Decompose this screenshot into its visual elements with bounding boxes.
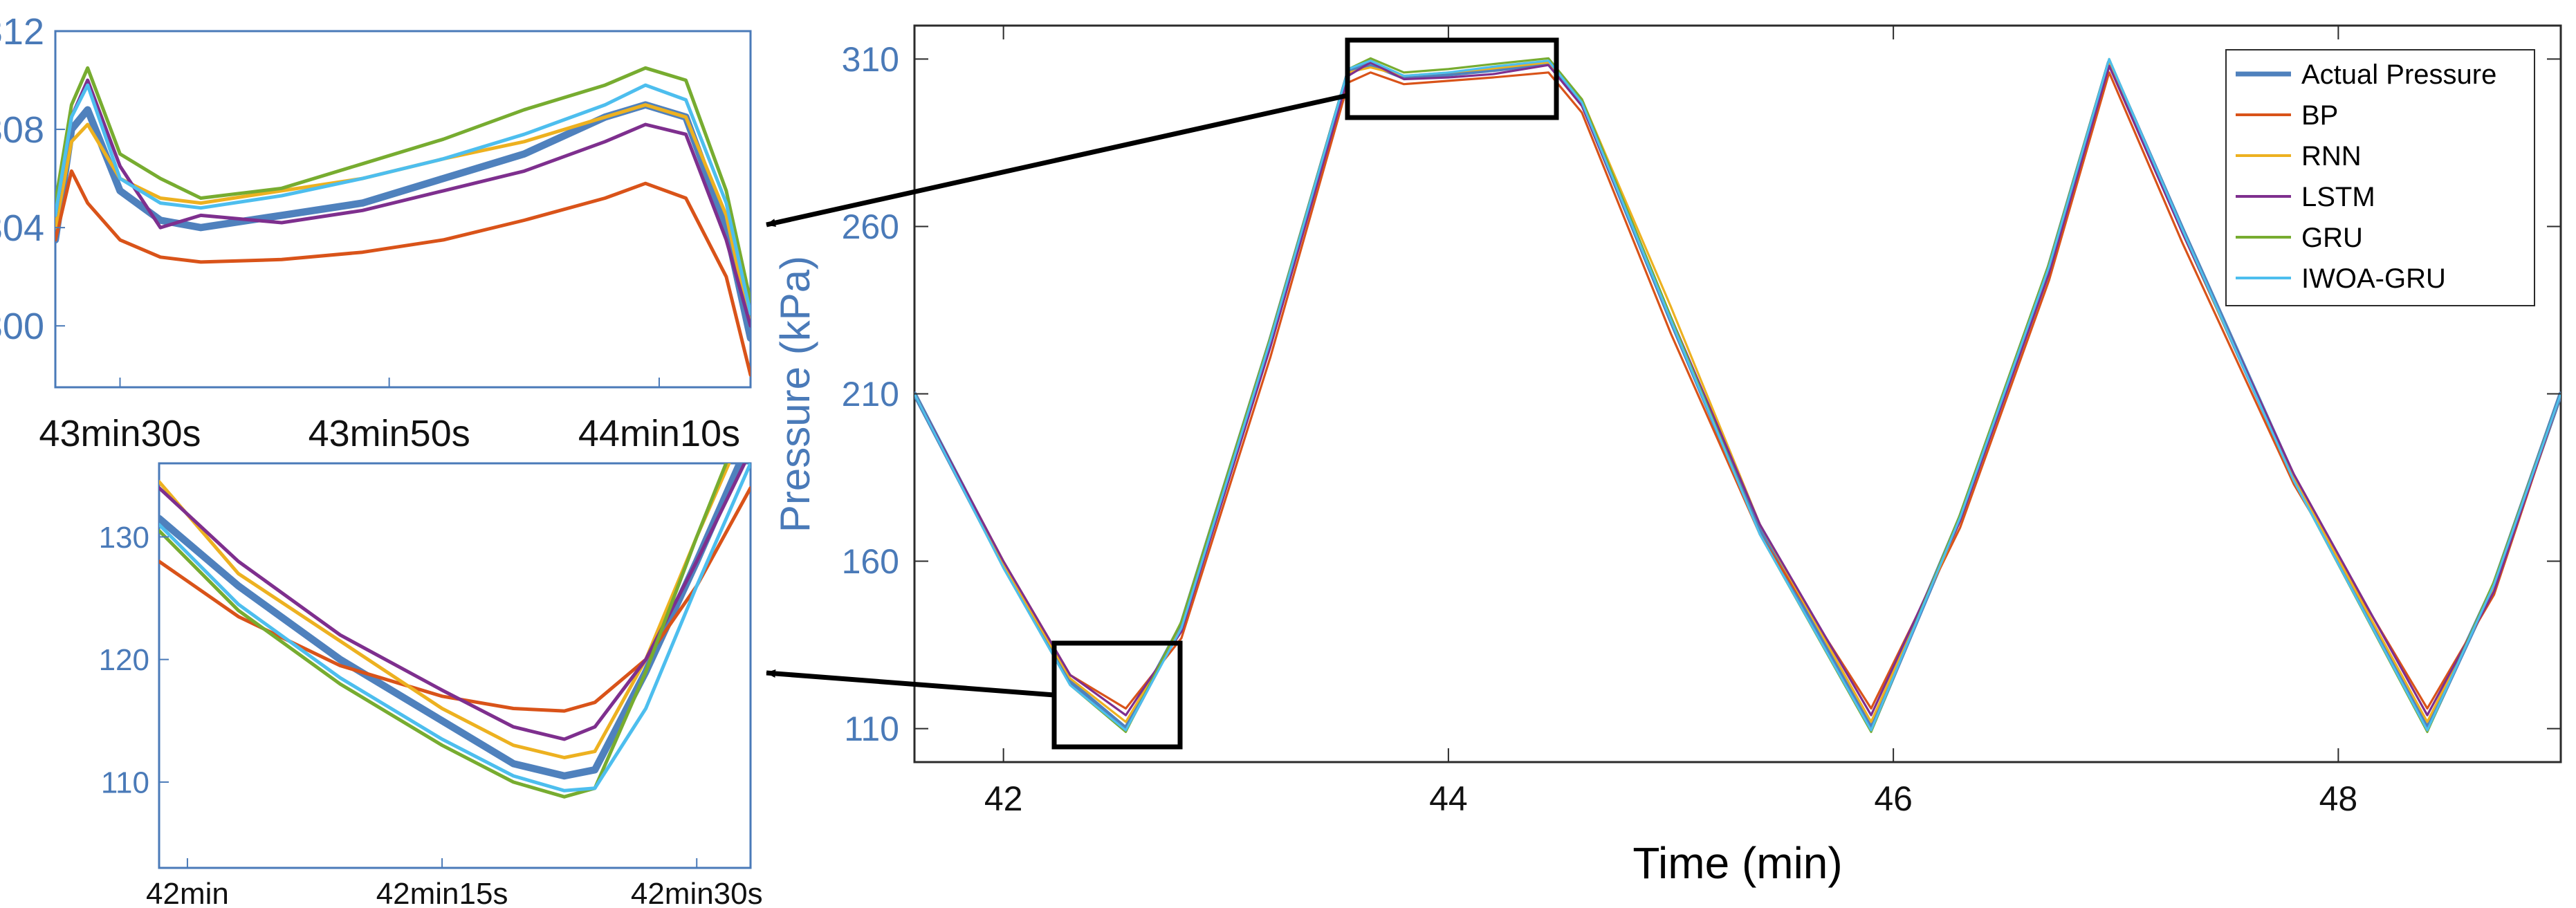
y-tick-label: 210	[842, 375, 899, 414]
legend-label: Actual Pressure	[2301, 59, 2496, 90]
inset-top-series-group	[55, 66, 751, 377]
y-tick-label: 312	[0, 11, 44, 53]
x-tick-label: 44min10s	[578, 413, 740, 454]
x-tick-label: 42	[984, 779, 1023, 818]
y-tick-label: 304	[0, 207, 44, 249]
legend-box	[2225, 49, 2535, 306]
inset-top-x-ticks: 43min30s 43min50s 44min10s	[39, 378, 740, 454]
legend-label: BP	[2301, 100, 2338, 131]
inset-top-y-ticks: 300 304 308 312	[0, 11, 65, 347]
x-tick-label: 44	[1429, 779, 1468, 818]
series-line-lstm	[55, 78, 751, 328]
legend-items: Actual Pressure BP RNN LSTM GRU IWOA-GRU	[2236, 59, 2496, 294]
series-line-actual-pressure	[159, 463, 744, 780]
x-tick-label: 43min30s	[39, 413, 201, 454]
zoom-arrow-bottom	[766, 669, 1055, 698]
legend-label: RNN	[2301, 141, 2362, 172]
series-line-iwoa-gru	[55, 83, 751, 315]
x-tick-label: 42min	[146, 877, 229, 908]
legend-label: GRU	[2301, 223, 2363, 253]
y-tick-label: 120	[99, 643, 149, 677]
series-line-rnn	[159, 463, 731, 759]
legend-label: LSTM	[2301, 182, 2375, 212]
inset-bottom-y-ticks: 110 120 130	[99, 521, 169, 799]
main-x-axis-label: Time (min)	[1632, 838, 1842, 888]
zoom-box-top	[1345, 37, 1559, 120]
series-line-bp	[159, 486, 751, 713]
inset-bottom-frame	[158, 462, 752, 869]
series-line-bp	[914, 71, 2561, 710]
y-tick-label: 110	[844, 710, 899, 748]
y-tick-label: 310	[842, 40, 899, 79]
inset-bottom-panel: 42min 42min15s 42min30s 110 120 130	[99, 462, 763, 908]
series-line-actual-pressure	[55, 101, 751, 342]
legend-label: IWOA-GRU	[2301, 263, 2446, 294]
y-tick-label: 308	[0, 109, 44, 151]
y-tick-label: 130	[99, 521, 149, 555]
main-y-axis-label: Pressure (kPa)	[772, 256, 818, 532]
inset-bottom-x-ticks: 42min 42min15s 42min30s	[146, 858, 763, 908]
series-line-iwoa-gru	[159, 463, 751, 793]
main-y-ticks: 110 160 210 260 310	[842, 40, 2561, 748]
legend: Actual Pressure BP RNN LSTM GRU IWOA-GRU	[2225, 49, 2535, 306]
y-tick-label: 160	[842, 542, 899, 581]
x-tick-label: 42min30s	[631, 877, 763, 908]
series-line-lstm	[159, 463, 747, 741]
x-tick-label: 46	[1874, 779, 1913, 818]
series-line-bp	[55, 169, 751, 377]
main-chart-panel: 42 44 46 48 110 160 210 260 310 Time (min) Pres…	[772, 24, 2562, 888]
x-tick-label: 48	[2319, 779, 2358, 818]
inset-top-panel: 43min30s 43min50s 44min10s 300 304 308 312	[0, 11, 752, 454]
inset-bottom-series-group	[159, 463, 751, 799]
x-tick-label: 43min50s	[309, 413, 470, 454]
y-tick-label: 260	[842, 207, 899, 246]
series-line-gru	[159, 463, 728, 799]
series-line-gru	[55, 66, 751, 304]
zoom-arrow-top	[766, 93, 1348, 228]
main-x-ticks: 42 44 46 48	[984, 26, 2357, 818]
x-tick-label: 42min15s	[376, 877, 508, 908]
y-tick-label: 110	[101, 766, 149, 799]
y-tick-label: 300	[0, 306, 44, 347]
